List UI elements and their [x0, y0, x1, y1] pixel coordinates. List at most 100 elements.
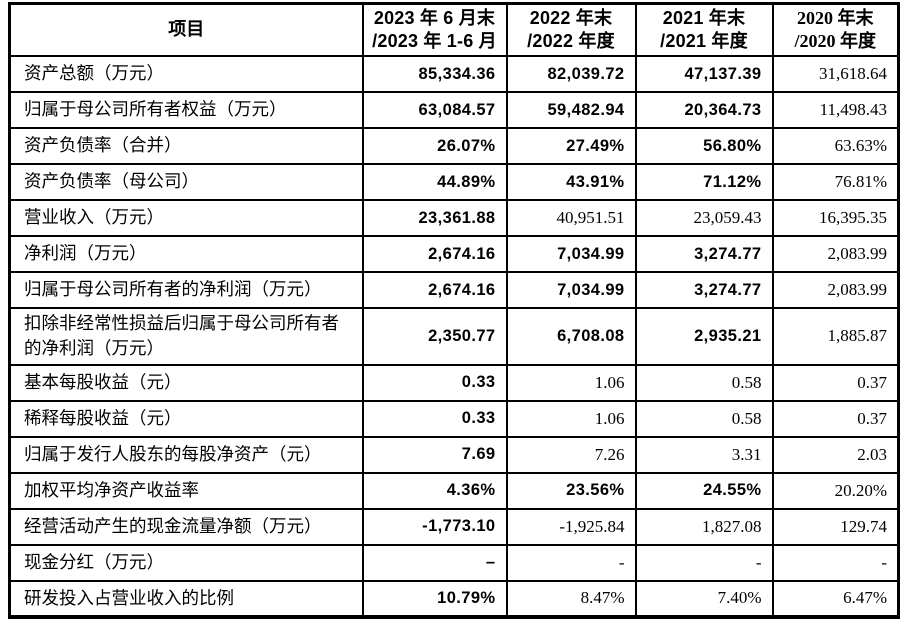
cell-value: 11,498.43: [771, 91, 900, 129]
cell-value: 2,083.99: [771, 235, 900, 273]
cell-value: 23.56%: [505, 471, 637, 510]
cell-value: 43.91%: [505, 163, 637, 201]
table-body: 资产总额（万元） 85,334.36 82,039.72 47,137.39 31,61…: [8, 55, 900, 618]
row-label: 资产负债率（合并）: [8, 127, 364, 165]
row-label: 归属于母公司所有者权益（万元）: [8, 91, 364, 129]
cell-value: 6.47%: [771, 579, 900, 618]
cell-value: 2,935.21: [634, 307, 774, 366]
cell-value: 2,674.16: [361, 235, 508, 273]
cell-value: 2,674.16: [361, 271, 508, 309]
cell-value: 4.36%: [361, 471, 508, 510]
table-row: 资产负债率（母公司） 44.89% 43.91% 71.12% 76.81%: [8, 163, 900, 201]
cell-value: 31,618.64: [771, 55, 900, 93]
row-label: 基本每股收益（元）: [8, 363, 364, 402]
cell-value: 0.33: [361, 363, 508, 402]
cell-value: 85,334.36: [361, 55, 508, 93]
cell-value: 7.26: [505, 435, 637, 474]
column-header-line2: /2022 年度: [527, 31, 615, 51]
cell-value: 23,361.88: [361, 199, 508, 237]
table-row: 归属于母公司所有者的净利润（万元） 2,674.16 7,034.99 3,274.7…: [8, 271, 900, 309]
row-label: 营业收入（万元）: [8, 199, 364, 237]
cell-value: 2,350.77: [361, 307, 508, 366]
cell-value: -: [505, 543, 637, 582]
table-row: 稀释每股收益（元） 0.33 1.06 0.58 0.37: [8, 399, 900, 438]
table-row: 扣除非经常性损益后归属于母公司所有者的净利润（万元） 2,350.77 6,708.…: [8, 307, 900, 366]
cell-value: 63.63%: [771, 127, 900, 165]
cell-value: 8.47%: [505, 579, 637, 618]
cell-value: 0.58: [634, 399, 774, 438]
cell-value: 3.31: [634, 435, 774, 474]
cell-value: 0.58: [634, 363, 774, 402]
cell-value: 26.07%: [361, 127, 508, 165]
cell-value: 7.40%: [634, 579, 774, 618]
column-header-2020: 2020 年末 /2020 年度: [771, 2, 900, 57]
table-row: 现金分红（万元） – - - -: [8, 543, 900, 582]
column-header-2022: 2022 年末 /2022 年度: [505, 2, 637, 57]
column-header-line2: /2023 年 1-6 月: [372, 31, 497, 51]
column-header-item: 项目: [8, 2, 364, 57]
cell-value: 10.79%: [361, 579, 508, 618]
row-label: 加权平均净资产收益率: [8, 471, 364, 510]
cell-value: 59,482.94: [505, 91, 637, 129]
table-row: 归属于发行人股东的每股净资产（元） 7.69 7.26 3.31 2.03: [8, 435, 900, 474]
cell-value: 0.37: [771, 363, 900, 402]
cell-value: 76.81%: [771, 163, 900, 201]
column-header-line1: 2020 年末: [797, 7, 874, 28]
column-header-line1: 2022 年末: [529, 7, 613, 28]
table-row: 加权平均净资产收益率 4.36% 23.56% 24.55% 20.20%: [8, 471, 900, 510]
cell-value: 6,708.08: [505, 307, 637, 366]
cell-value: 40,951.51: [505, 199, 637, 237]
cell-value: -1,773.10: [361, 507, 508, 546]
column-header-line1: 2023 年 6 月末: [373, 7, 496, 28]
cell-value: 7.69: [361, 435, 508, 474]
cell-value: 1.06: [505, 399, 637, 438]
cell-value: 2.03: [771, 435, 900, 474]
row-label: 归属于母公司所有者的净利润（万元）: [8, 271, 364, 309]
cell-value: 2,083.99: [771, 271, 900, 309]
row-label: 净利润（万元）: [8, 235, 364, 273]
cell-value: 7,034.99: [505, 235, 637, 273]
cell-value: 20,364.73: [634, 91, 774, 129]
cell-value: 23,059.43: [634, 199, 774, 237]
cell-value: 20.20%: [771, 471, 900, 510]
row-label: 稀释每股收益（元）: [8, 399, 364, 438]
cell-value: 47,137.39: [634, 55, 774, 93]
table-row: 研发投入占营业收入的比例 10.79% 8.47% 7.40% 6.47%: [8, 579, 900, 618]
cell-value: 0.37: [771, 399, 900, 438]
row-label: 现金分红（万元）: [8, 543, 364, 582]
row-label: 归属于发行人股东的每股净资产（元）: [8, 435, 364, 474]
cell-value: 7,034.99: [505, 271, 637, 309]
cell-value: 129.74: [771, 507, 900, 546]
cell-value: 71.12%: [634, 163, 774, 201]
column-header-2023: 2023 年 6 月末 /2023 年 1-6 月: [361, 2, 508, 57]
cell-value: 56.80%: [634, 127, 774, 165]
cell-value: -: [771, 543, 900, 582]
table-row: 净利润（万元） 2,674.16 7,034.99 3,274.77 2,083.99: [8, 235, 900, 273]
cell-value: 0.33: [361, 399, 508, 438]
column-header-line1: 2021 年末: [662, 7, 746, 28]
cell-value: 16,395.35: [771, 199, 900, 237]
row-label: 资产总额（万元）: [8, 55, 364, 93]
table-row: 归属于母公司所有者权益（万元） 63,084.57 59,482.94 20,364.…: [8, 91, 900, 129]
cell-value: 82,039.72: [505, 55, 637, 93]
cell-value: 1,885.87: [771, 307, 900, 366]
table-row: 基本每股收益（元） 0.33 1.06 0.58 0.37: [8, 363, 900, 402]
cell-value: 1,827.08: [634, 507, 774, 546]
row-label: 扣除非经常性损益后归属于母公司所有者的净利润（万元）: [8, 307, 364, 366]
cell-value: 1.06: [505, 363, 637, 402]
column-header-line2: /2020 年度: [794, 31, 876, 51]
table-row: 营业收入（万元） 23,361.88 40,951.51 23,059.43 16,39…: [8, 199, 900, 237]
column-header-line2: /2021 年度: [660, 31, 748, 51]
table-row: 经营活动产生的现金流量净额（万元） -1,773.10 -1,925.84 1,827…: [8, 507, 900, 546]
header-row: 项目 2023 年 6 月末 /2023 年 1-6 月 2022 年末 /20…: [8, 2, 900, 57]
cell-value: 44.89%: [361, 163, 508, 201]
row-label: 资产负债率（母公司）: [8, 163, 364, 201]
financial-summary-table: 项目 2023 年 6 月末 /2023 年 1-6 月 2022 年末 /20…: [8, 2, 900, 619]
cell-value: -: [634, 543, 774, 582]
row-label: 研发投入占营业收入的比例: [8, 579, 364, 618]
column-header-2021: 2021 年末 /2021 年度: [634, 2, 774, 57]
cell-value: 3,274.77: [634, 271, 774, 309]
table-row: 资产总额（万元） 85,334.36 82,039.72 47,137.39 31,61…: [8, 55, 900, 93]
cell-value: 63,084.57: [361, 91, 508, 129]
table-row: 资产负债率（合并） 26.07% 27.49% 56.80% 63.63%: [8, 127, 900, 165]
